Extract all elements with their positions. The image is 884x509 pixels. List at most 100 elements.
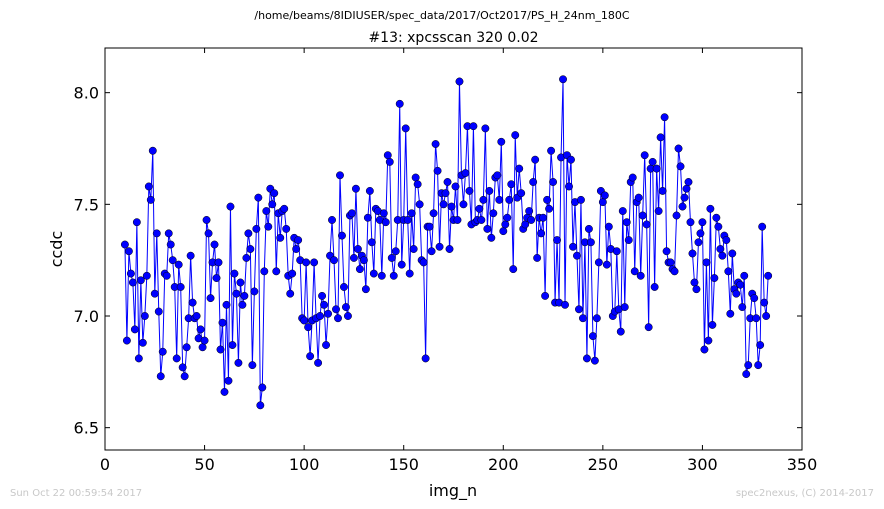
data-point: [706, 204, 715, 213]
data-point: [634, 193, 643, 202]
data-point: [443, 178, 452, 186]
data-point: [264, 222, 273, 231]
data-point: [228, 341, 237, 349]
data-point: [598, 198, 607, 207]
data-point: [537, 229, 546, 238]
data-point: [351, 184, 360, 193]
data-point: [248, 361, 257, 370]
data-point: [383, 151, 392, 160]
data-point: [230, 269, 239, 278]
data-point: [732, 289, 741, 298]
data-point: [764, 271, 773, 280]
data-point: [385, 157, 394, 166]
y-tick-label: 7.0: [74, 307, 99, 326]
data-point: [459, 200, 468, 209]
data-point: [236, 278, 245, 287]
data-point: [369, 269, 378, 278]
chart-title: #13: xpcsscan 320 0.02: [368, 30, 539, 46]
data-point: [214, 258, 223, 267]
data-point: [672, 211, 681, 220]
x-tick-label: 100: [289, 455, 320, 474]
data-point: [320, 300, 329, 309]
data-point: [588, 332, 597, 341]
data-point: [252, 224, 261, 233]
data-point: [708, 320, 717, 329]
data-point: [310, 258, 319, 267]
data-point: [547, 146, 556, 155]
data-point: [445, 245, 454, 253]
data-point: [754, 361, 763, 370]
data-point: [501, 220, 510, 229]
data-point: [294, 236, 303, 245]
data-point: [349, 253, 358, 262]
data-point: [336, 171, 344, 180]
data-point: [592, 314, 601, 323]
data-point: [347, 209, 356, 218]
data-point: [656, 133, 665, 142]
data-point: [465, 186, 474, 195]
data-point: [200, 336, 209, 345]
data-point: [188, 298, 197, 307]
data-point: [594, 258, 603, 267]
data-point: [453, 216, 462, 224]
data-point: [604, 222, 613, 231]
data-point: [565, 182, 573, 191]
data-point: [575, 305, 583, 314]
data-point: [391, 247, 400, 256]
data-point: [164, 229, 173, 238]
data-point: [688, 249, 697, 258]
data-point: [180, 372, 189, 381]
data-point: [716, 245, 725, 253]
data-point: [138, 338, 147, 347]
y-tick-label: 6.5: [74, 419, 99, 438]
data-point: [272, 267, 281, 276]
data-point: [206, 294, 215, 303]
data-point: [702, 258, 711, 267]
data-point: [517, 189, 526, 198]
data-point: [712, 213, 721, 222]
data-point: [318, 291, 327, 300]
data-point: [425, 222, 434, 231]
data-point: [204, 229, 213, 238]
data-point: [586, 238, 595, 247]
data-point: [365, 186, 374, 195]
data-point: [156, 372, 165, 381]
data-point: [220, 387, 229, 396]
data-point: [268, 200, 277, 209]
data-point: [409, 245, 418, 253]
data-point: [126, 269, 135, 278]
data-point: [198, 343, 207, 352]
data-point: [403, 216, 412, 224]
data-point: [690, 278, 699, 287]
data-point: [158, 347, 167, 356]
data-point: [176, 283, 185, 291]
data-point: [638, 211, 647, 220]
data-point: [728, 249, 737, 258]
data-point: [340, 283, 348, 291]
data-point: [577, 195, 585, 204]
data-point: [620, 303, 629, 312]
data-point: [567, 155, 575, 164]
data-point: [493, 171, 502, 180]
data-point: [202, 216, 211, 224]
data-point: [756, 341, 765, 349]
data-point: [172, 354, 181, 363]
data-point: [342, 303, 350, 312]
data-point: [238, 300, 247, 309]
data-point: [152, 229, 161, 238]
data-point: [306, 352, 315, 361]
data-point: [489, 209, 498, 218]
data-point: [361, 285, 370, 294]
data-point: [130, 325, 139, 334]
data-point: [332, 305, 340, 314]
data-point: [455, 77, 464, 86]
data-point: [499, 227, 508, 236]
data-point: [226, 202, 235, 211]
x-tick-label: 50: [194, 455, 214, 474]
data-point: [330, 256, 338, 265]
data-point: [511, 131, 520, 140]
data-point: [405, 269, 414, 278]
data-point: [232, 289, 241, 298]
data-point: [322, 341, 330, 349]
data-point: [714, 222, 723, 231]
